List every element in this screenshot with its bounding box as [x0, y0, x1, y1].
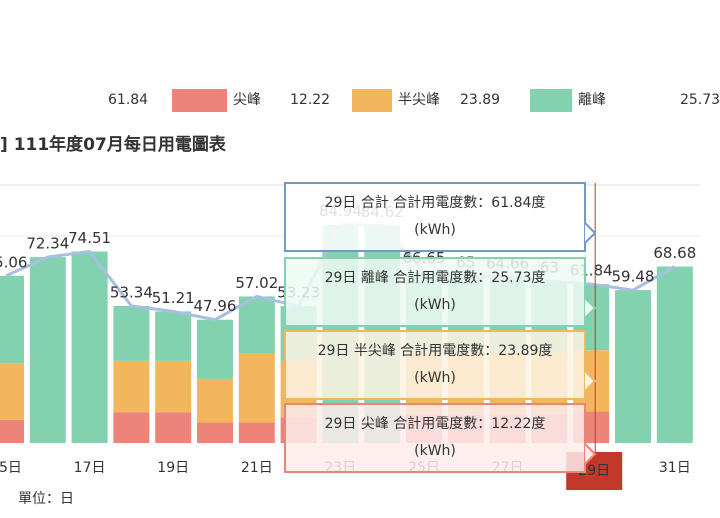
total-label: 59.48 [612, 268, 655, 286]
bar-segment [155, 311, 192, 361]
bar-segment [197, 319, 233, 379]
tooltip-box [284, 403, 586, 473]
total-label: 47.96 [194, 297, 237, 315]
tooltip-text: 29日 合計 合計用電度數：61.84度 [325, 195, 546, 211]
chart-title: ] 111年度07月每日用電圖表 [0, 134, 227, 155]
total-label: 51.21 [152, 289, 195, 307]
bar-segment [0, 275, 24, 364]
bar-segment [0, 419, 24, 443]
x-tick-label: 19日 [157, 460, 189, 476]
tooltip-text: 29日 離峰 合計用電度數：25.73度 [325, 269, 546, 286]
bar-segment [238, 353, 275, 423]
unit-note: 單位：日 [18, 491, 74, 507]
bar-segment [113, 360, 150, 413]
bar-segment [113, 412, 150, 443]
tooltip-text: (kWh) [414, 370, 456, 386]
legend-swatch [352, 89, 392, 112]
bar-segment [238, 422, 275, 443]
tooltip-text: 29日 尖峰 合計用電度數：12.22度 [325, 416, 546, 432]
bar-segment [71, 251, 108, 443]
tooltip-box [284, 182, 586, 252]
total-label: 72.34 [26, 235, 69, 253]
total-label: 53.34 [110, 283, 153, 301]
tooltip-box [284, 330, 586, 400]
bar-segment [197, 422, 233, 443]
total-label: 65.06 [0, 253, 27, 271]
legend-value: 23.89 [460, 92, 500, 108]
bar-segment [29, 257, 66, 443]
total-label: 57.02 [235, 274, 278, 292]
legend-value: 12.22 [290, 92, 330, 108]
x-tick-label: 21日 [241, 460, 273, 476]
total-label: 68.68 [653, 244, 696, 262]
bar-segment [155, 360, 192, 413]
bar-segment [155, 412, 192, 443]
legend-label: 尖峰 [233, 92, 261, 108]
x-tick-label: 15日 [0, 460, 22, 476]
bar-segment [615, 290, 651, 443]
tooltip-pointer [584, 222, 597, 244]
total-label: 74.51 [68, 229, 111, 247]
tooltip-text: (kWh) [414, 222, 456, 238]
x-tick-label: 31日 [659, 460, 691, 476]
legend-label: 離峰 [578, 91, 606, 108]
tooltip-pointer [584, 297, 597, 319]
selected-total: 61.84 [108, 92, 148, 108]
tooltip-text: 29日 半尖峰 合計用電度數：23.89度 [318, 343, 553, 359]
bar-segment [0, 363, 24, 420]
legend-swatch [530, 89, 572, 112]
tooltip-text: (kWh) [414, 297, 456, 313]
bar-segment [238, 296, 275, 354]
tooltip-pointer [584, 370, 597, 392]
bar-segment [197, 378, 233, 423]
x-tick-label: 17日 [74, 460, 106, 476]
tooltip-pointer [584, 443, 597, 465]
legend-swatch [172, 89, 227, 112]
legend-label: 半尖峰 [398, 92, 440, 108]
legend-value: 25.73 [680, 92, 720, 108]
crosshair-label: 29日 [578, 463, 610, 479]
bar-segment [113, 305, 150, 361]
bar-segment [656, 266, 693, 443]
tooltip-box [284, 257, 586, 327]
tooltip-text: (kWh) [414, 443, 456, 459]
